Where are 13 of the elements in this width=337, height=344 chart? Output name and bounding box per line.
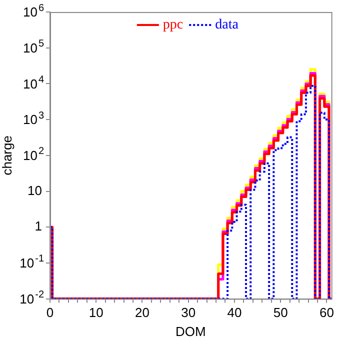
legend-label: ppc: [162, 18, 184, 33]
x-tick-label: 40: [227, 305, 242, 320]
x-tick-label: 30: [181, 305, 196, 320]
x-tick-label: 50: [273, 305, 288, 320]
x-tick-label: 0: [46, 305, 54, 320]
y-axis-title: charge: [0, 136, 14, 176]
legend-label: data: [215, 18, 240, 33]
y-tick-label: 1: [34, 218, 42, 234]
x-axis-title: DOM: [175, 324, 206, 339]
x-tick-label: 10: [88, 305, 104, 320]
y-tick-label: 10: [28, 182, 42, 198]
x-tick-label: 20: [135, 305, 150, 320]
x-tick-label: 60: [319, 305, 334, 320]
